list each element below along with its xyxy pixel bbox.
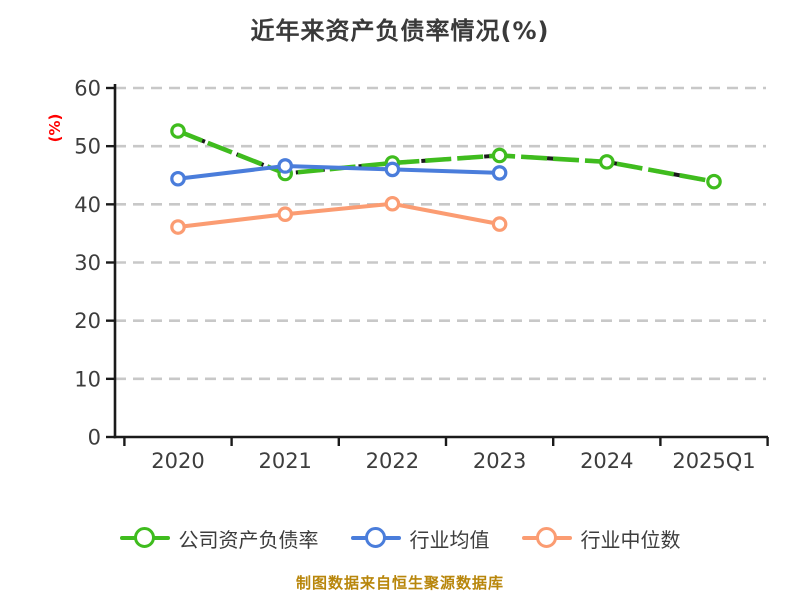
series-line-0 [177,128,715,184]
legend-label: 公司资产负债率 [178,527,319,552]
series-marker-2 [170,219,186,235]
series-line-2 [176,201,502,230]
y-tick-label: 30 [74,251,101,275]
y-tick-label: 60 [74,77,101,101]
series-marker-0 [170,123,186,139]
legend-circle-swatch [364,527,386,548]
x-tick-label: 2025Q1 [672,449,755,473]
series-marker-0 [491,147,508,164]
legend-marker-icon [119,526,170,550]
series-marker-2 [384,195,401,212]
series-marker-1 [170,170,186,187]
series-marker-0 [706,173,722,190]
x-tick-label: 2021 [258,449,311,473]
chart-title: 近年来资产负债率情况(%) [250,17,550,45]
series-marker-2 [491,216,508,232]
series-marker-1 [491,165,508,181]
y-tick-label: 10 [74,367,101,391]
y-tick-label: 50 [74,135,101,159]
series-marker-2 [277,206,293,223]
legend-label: 行业中位数 [580,527,681,552]
legend-label: 行业均值 [409,527,490,552]
y-tick-label: 0 [88,426,101,450]
legend-item-industry-mean: 行业均值 [350,524,490,553]
legend-item-company-debt-ratio: 公司资产负债率 [119,524,319,553]
x-tick-label: 2022 [366,449,419,473]
y-tick-label: 20 [74,309,101,333]
y-tick-label: 40 [74,193,101,217]
x-tick-label: 2020 [151,449,204,473]
x-tick-label: 2023 [473,449,526,473]
x-tick-label: 2024 [580,449,633,473]
legend-item-industry-median: 行业中位数 [521,524,681,553]
legend-marker-icon [521,526,572,550]
legend-marker-icon [350,526,401,550]
data-source-note: 制图数据来自恒生聚源数据库 [295,574,504,592]
legend-circle-swatch [535,527,557,548]
series-line-1 [176,163,502,181]
legend-circle-swatch [133,527,155,548]
legend: 公司资产负债率 行业均值 行业中位数 [0,521,800,555]
series-marker-0 [598,154,615,170]
series-dash-overlay-0 [177,129,715,184]
series-marker-1 [384,161,401,178]
series-marker-1 [277,158,293,174]
